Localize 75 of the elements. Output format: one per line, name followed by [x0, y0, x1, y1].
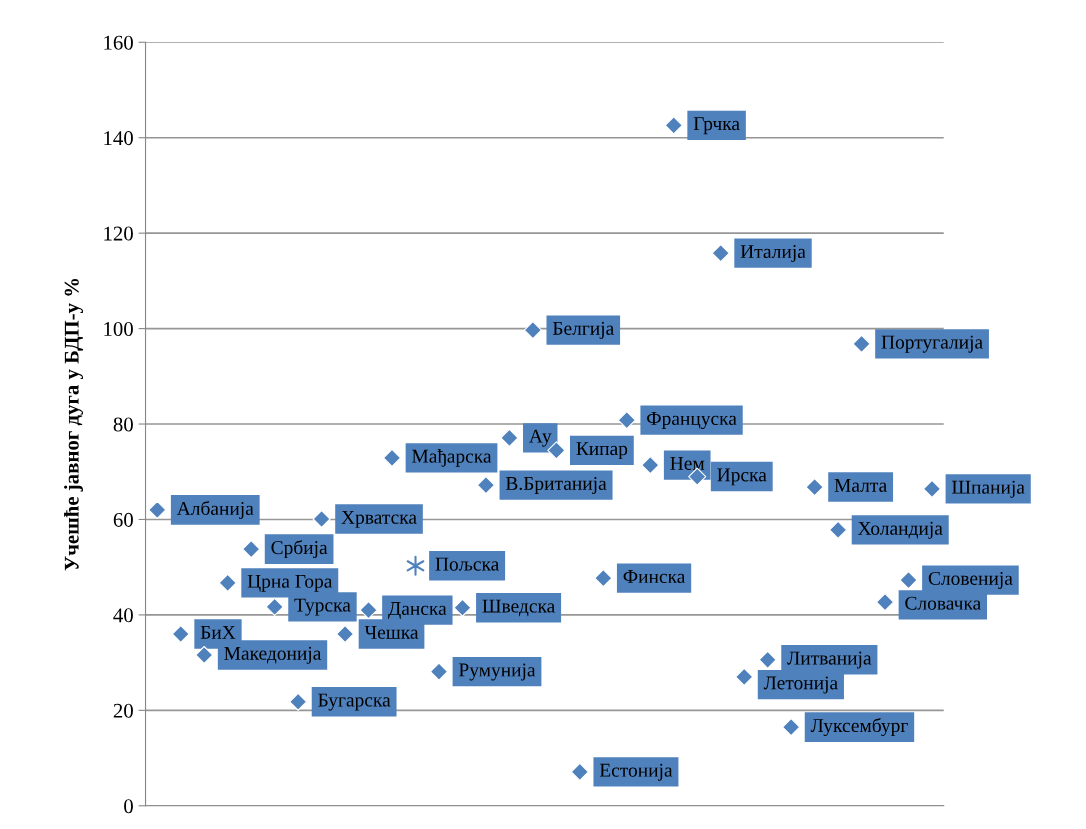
y-tick-label: 20 [113, 703, 133, 718]
data-label: Луксембург [810, 717, 908, 737]
point [829, 520, 848, 540]
y-tick-label: 140 [104, 131, 133, 146]
data-label: Малта [834, 478, 887, 492]
point [312, 509, 331, 529]
point [218, 573, 237, 592]
y-axis-title: Учешће јавног дуга у БДП-у % [64, 278, 84, 571]
y-tick-label: 100 [104, 321, 133, 337]
data-label: Грчка [693, 117, 740, 135]
data-label: Србија [271, 540, 328, 559]
point [406, 555, 425, 576]
data-label: БиХ [200, 625, 236, 639]
point [476, 476, 495, 495]
data-label: В.Британија [505, 476, 607, 494]
data-label: Италија [740, 245, 806, 263]
data-label: Финска [623, 570, 686, 584]
point [899, 571, 918, 590]
data-label: Литванија [787, 651, 872, 669]
data-label: Пољска [435, 557, 499, 571]
data-label: Шпанија [952, 480, 1025, 498]
point [242, 539, 261, 559]
point [711, 244, 730, 263]
data-label: Шведска [482, 599, 555, 617]
data-label: Данска [388, 602, 447, 619]
point [500, 428, 519, 447]
data-label: Летонија [763, 676, 838, 694]
y-tick-label: 40 [113, 608, 133, 623]
data-label: Македонија [224, 646, 322, 664]
point [852, 334, 871, 353]
data-label: Белгија [552, 321, 614, 339]
data-label: Кипар [576, 442, 628, 460]
data-label: Словенија [928, 571, 1013, 589]
point [336, 624, 355, 644]
point [523, 320, 542, 340]
data-label: Словачка [905, 596, 981, 610]
point [289, 692, 308, 711]
point [453, 598, 472, 617]
point [429, 662, 449, 681]
data-label: Чешка [364, 625, 419, 639]
point [922, 479, 942, 498]
y-tick-label: 120 [104, 226, 133, 241]
point [265, 597, 284, 616]
y-tick-label: 60 [113, 512, 133, 527]
point [805, 477, 824, 497]
data-label: Португалија [881, 335, 983, 353]
point [617, 411, 636, 430]
y-tick-label: 160 [104, 35, 133, 50]
data-label: Нем [670, 457, 705, 470]
data-label: Турска [294, 598, 351, 616]
data-label: Бугарска [318, 693, 391, 711]
point [875, 592, 895, 612]
point [641, 456, 660, 475]
data-label: Ау [529, 429, 552, 447]
point [758, 650, 777, 669]
data-label: Естонија [599, 763, 673, 781]
data-label: Мађарска [412, 449, 492, 467]
point [664, 116, 683, 135]
y-tick-label: 0 [124, 799, 133, 814]
point [594, 569, 613, 588]
data-label: Хрватска [341, 510, 417, 528]
data-label: Румунија [458, 663, 536, 681]
point [735, 667, 754, 687]
data-label: Ирска [717, 468, 767, 486]
data-label: Холандија [857, 521, 943, 539]
point [570, 762, 589, 781]
data-label: Албанија [176, 500, 254, 519]
y-tick-label: 80 [113, 417, 133, 432]
point [171, 624, 190, 644]
data-label: Црна Гора [247, 574, 333, 592]
point [782, 717, 801, 737]
point [359, 601, 378, 620]
point [195, 645, 214, 665]
data-label: Француска [647, 412, 737, 430]
point [382, 448, 402, 467]
